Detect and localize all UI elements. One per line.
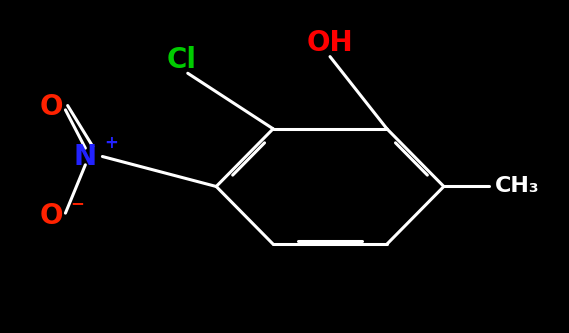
Text: CH₃: CH₃ [495, 176, 539, 196]
Text: −: − [70, 194, 84, 212]
Text: O: O [39, 93, 63, 121]
Text: N: N [74, 143, 97, 170]
Text: OH: OH [307, 29, 353, 57]
Text: +: + [104, 134, 118, 152]
Text: Cl: Cl [167, 46, 197, 74]
Text: O: O [39, 202, 63, 230]
